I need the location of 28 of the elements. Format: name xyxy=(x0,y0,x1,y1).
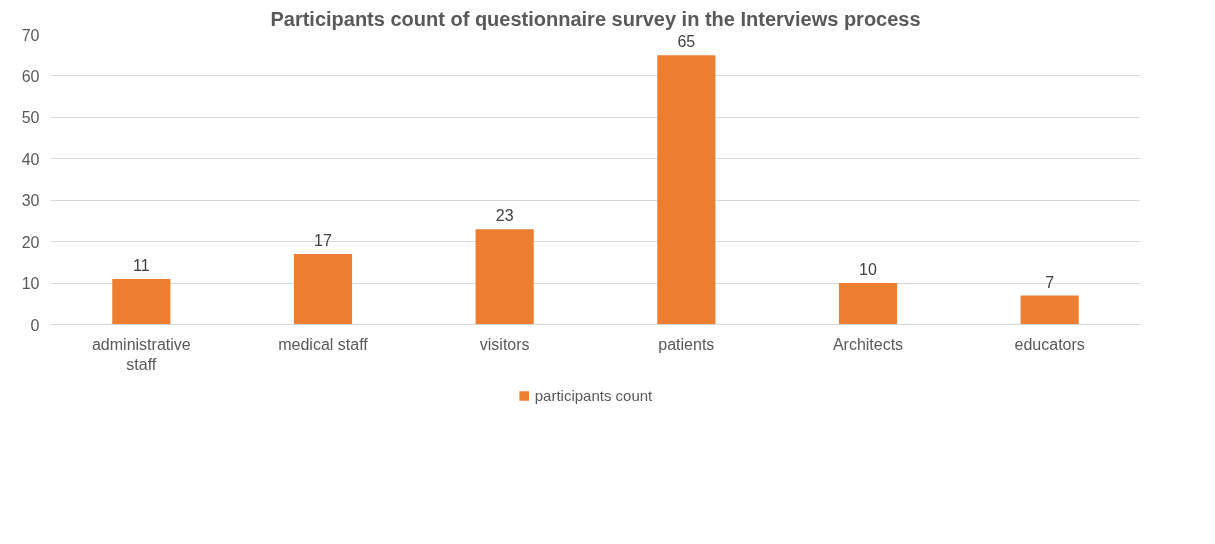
data-label: 65 xyxy=(677,33,696,51)
bar xyxy=(1020,295,1079,325)
x-tick-label: Architects xyxy=(832,335,904,353)
chart-title: Participants count of questionnaire survey in the Interviews process xyxy=(270,7,921,30)
bar xyxy=(293,254,353,325)
y-tick-label: 50 xyxy=(21,109,40,127)
y-tick-label: 30 xyxy=(21,192,40,210)
x-tick-label: medical staff xyxy=(278,335,369,353)
data-label: 23 xyxy=(495,207,514,225)
y-tick-label: 70 xyxy=(21,26,40,44)
bar xyxy=(838,283,898,325)
x-tick-label: administrative staff xyxy=(91,335,191,373)
y-tick-label: 60 xyxy=(21,67,40,85)
data-label: 7 xyxy=(1045,273,1055,291)
y-tick-label: 20 xyxy=(21,233,40,251)
x-tick-label: visitors xyxy=(479,335,530,353)
bar xyxy=(657,55,716,325)
x-tick-label: patients xyxy=(658,335,715,353)
y-tick-label: 40 xyxy=(21,150,40,168)
y-tick-label: 0 xyxy=(30,316,40,334)
data-label: 10 xyxy=(859,261,877,279)
y-tick-label: 10 xyxy=(21,275,40,293)
bar xyxy=(475,229,534,325)
data-label: 17 xyxy=(314,232,332,250)
bar xyxy=(112,278,171,325)
data-label: 11 xyxy=(133,256,150,274)
x-tick-label: educators xyxy=(1014,335,1085,353)
legend-label: participants count xyxy=(534,386,653,404)
